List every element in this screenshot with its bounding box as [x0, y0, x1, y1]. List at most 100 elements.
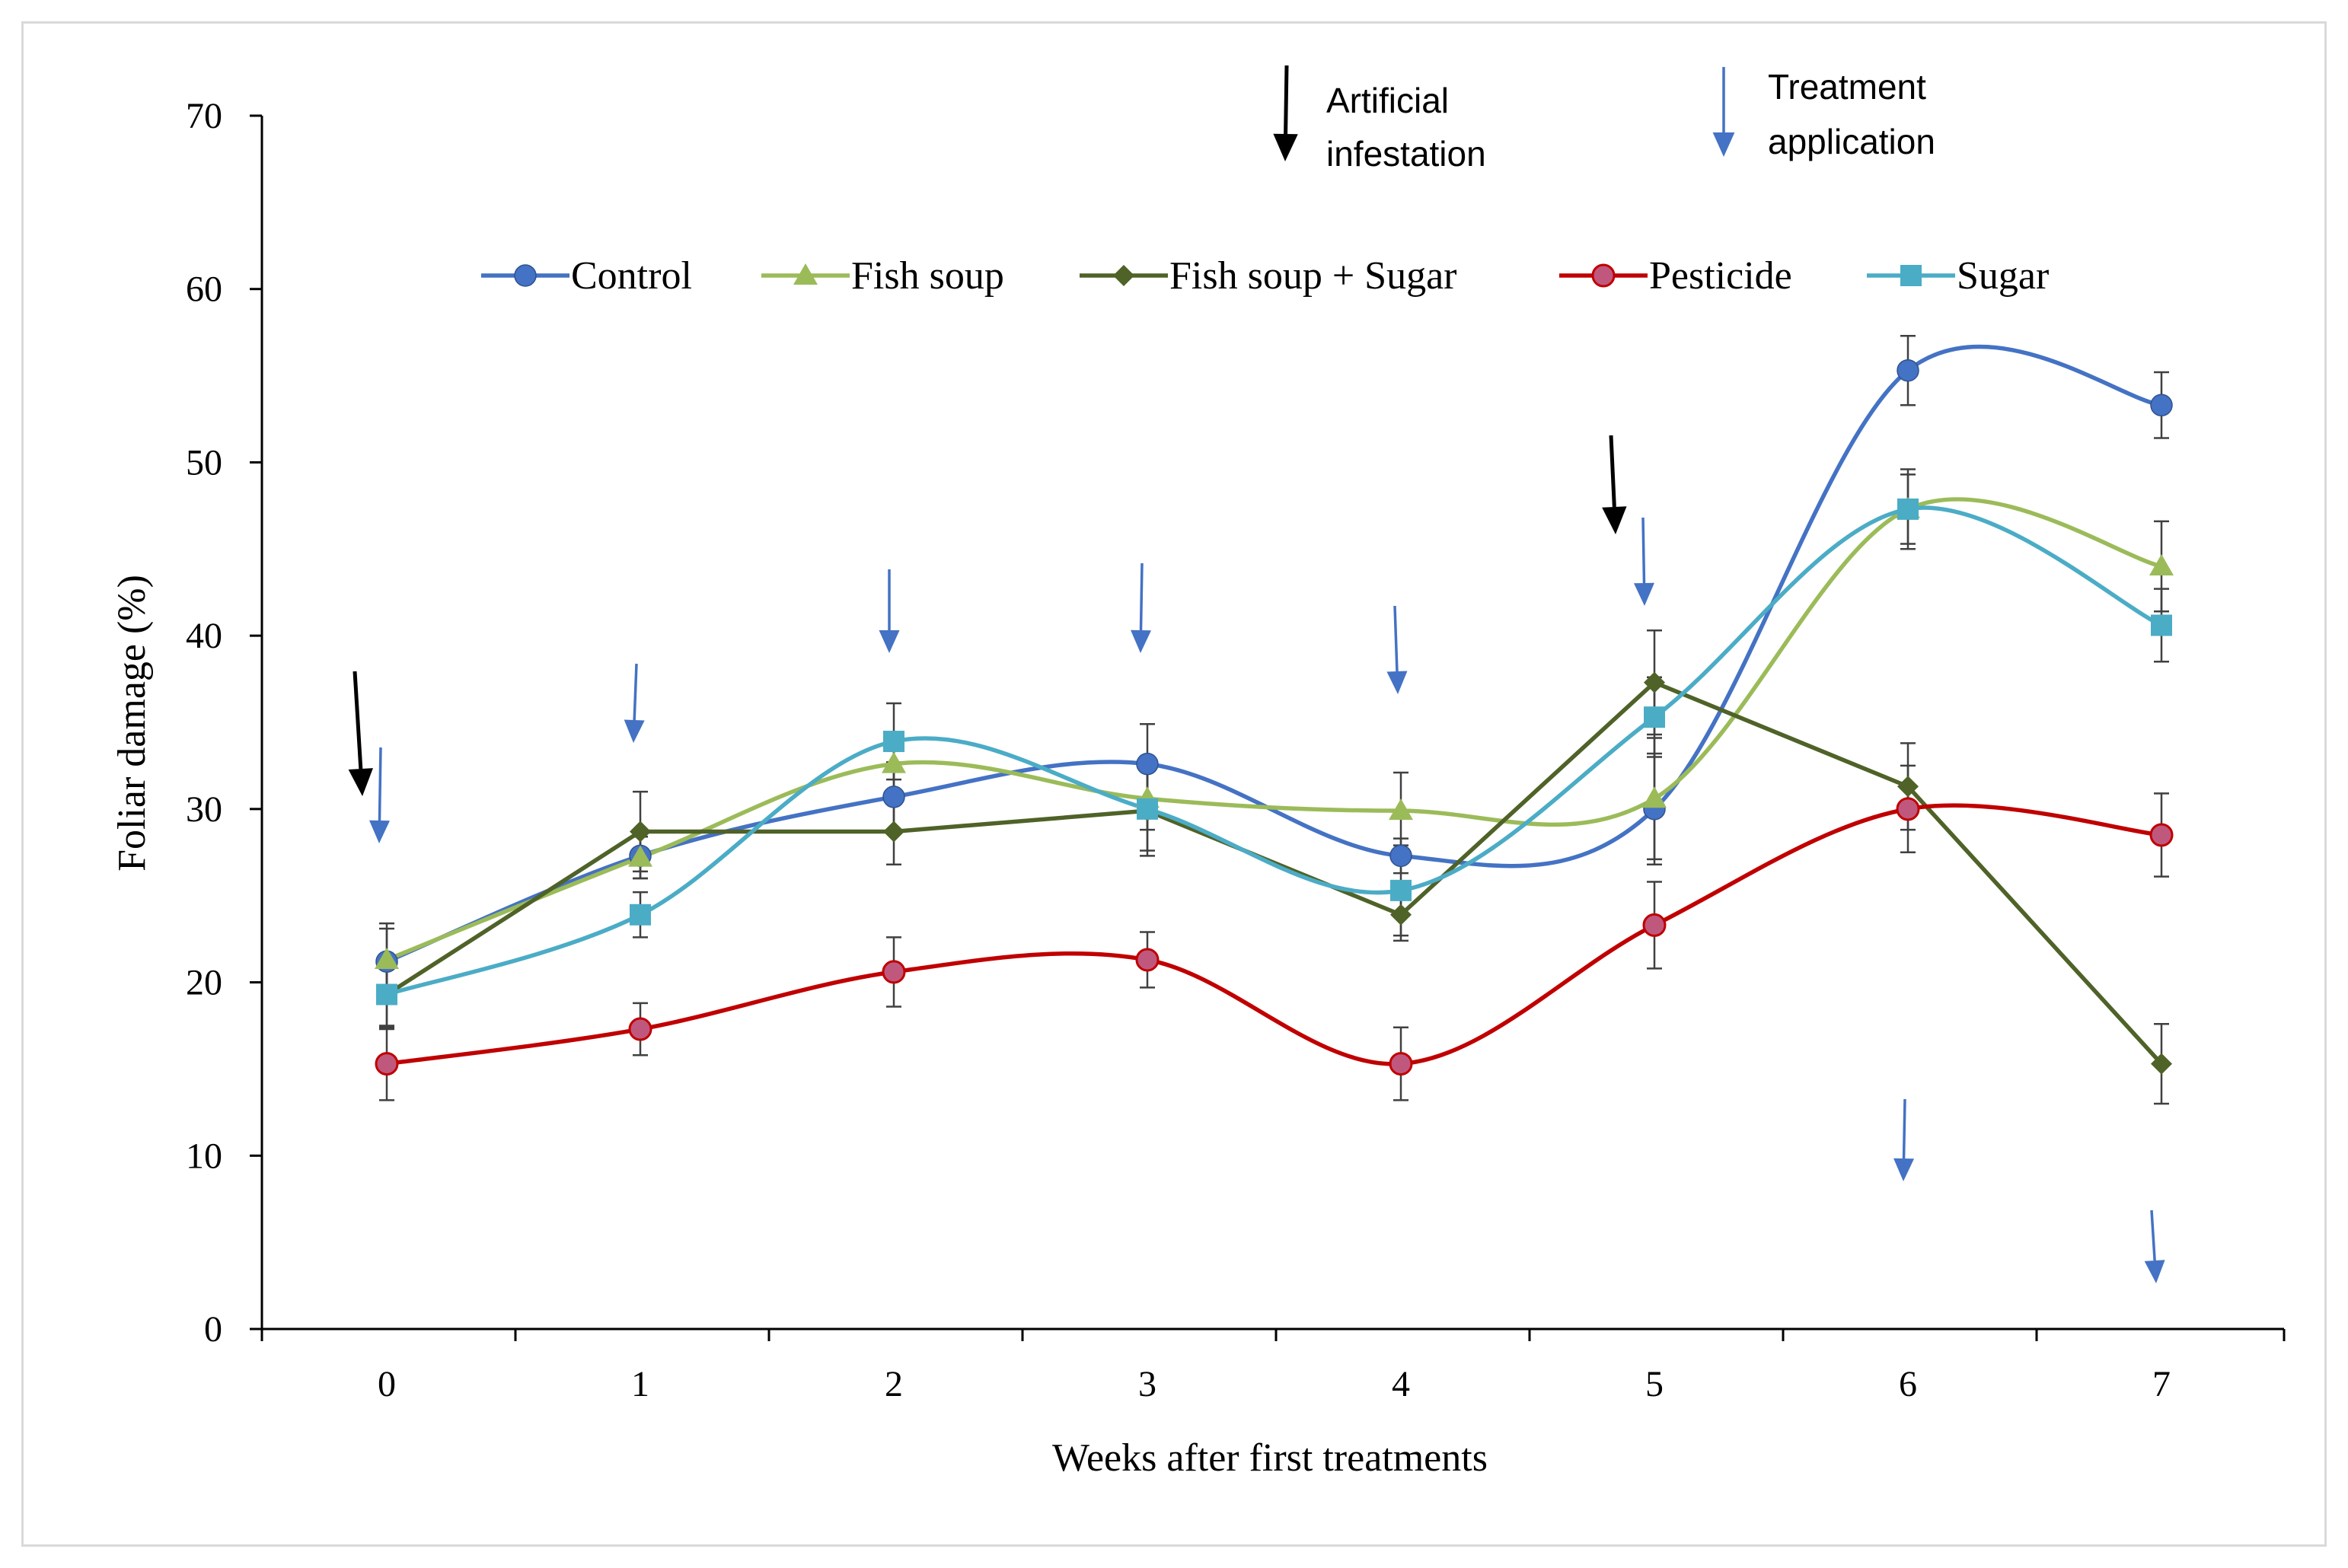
arrow-head: [1273, 133, 1298, 161]
data-point: [1897, 776, 1919, 798]
annotation-key-label: Artificial: [1326, 81, 1449, 120]
data-point: [1642, 786, 1667, 808]
legend-swatch-marker: [1591, 263, 1616, 288]
treatment-arrow: [1633, 517, 1654, 606]
x-axis-label: Weeks after first treatments: [1052, 1436, 1488, 1480]
legend-item: Fish soup + Sugar: [1080, 254, 1456, 298]
chart-frame: [21, 21, 2327, 1547]
data-point: [1136, 752, 1159, 776]
annotation-key-label: infestation: [1326, 134, 1486, 174]
arrow-head: [2144, 1260, 2165, 1283]
arrow-head: [1386, 671, 1408, 694]
arrow-shaft: [353, 671, 363, 770]
data-point: [628, 845, 652, 867]
x-tick-label: 0: [378, 1364, 396, 1404]
data-point: [1897, 498, 1919, 520]
series-line-control: [385, 344, 2162, 964]
annotation-key: Artificial infestation Treatment applicatio…: [1326, 67, 1935, 174]
legend-label: Fish soup + Sugar: [1169, 254, 1456, 298]
arrow-shaft: [378, 747, 382, 821]
data-point: [1389, 1052, 1413, 1076]
series-lines: [385, 344, 2164, 1066]
y-tick-label: 20: [186, 963, 222, 1003]
treatment-arrow: [1131, 563, 1152, 653]
data-point: [1897, 359, 1919, 382]
data-point: [882, 960, 906, 984]
legend-swatch-marker: [1900, 265, 1922, 286]
x-tick-label: 1: [631, 1364, 649, 1404]
data-point: [2151, 614, 2172, 636]
data-point: [882, 786, 905, 808]
y-axis-label: Foliar damage (%): [110, 575, 154, 872]
arrow-shaft: [1139, 563, 1144, 631]
x-tick-label: 7: [2152, 1364, 2171, 1404]
legend: Control Fish soup Fish soup + Sugar Pestici…: [481, 254, 2049, 298]
arrow-head: [1131, 629, 1152, 653]
data-point: [2149, 554, 2174, 576]
data-point: [1644, 671, 1665, 693]
legend-swatch-marker: [793, 263, 818, 285]
arrow-head: [879, 630, 900, 653]
treatment-arrow: [1893, 1098, 1915, 1181]
treatment-arrow: [368, 747, 390, 843]
data-point: [630, 821, 651, 843]
data-point: [1137, 798, 1158, 820]
y-tick-label: 50: [186, 442, 222, 483]
legend-item: Pesticide: [1559, 254, 1792, 298]
arrow-head: [1893, 1158, 1915, 1181]
data-point: [2150, 394, 2173, 417]
legend-label: Fish soup: [851, 254, 1004, 298]
data-point: [1644, 706, 1665, 728]
arrow-shaft: [1284, 65, 1289, 135]
x-tick-label: 5: [1645, 1364, 1664, 1404]
arrow-head: [368, 820, 390, 843]
data-point: [630, 904, 651, 926]
data-point: [1390, 904, 1412, 926]
treatment-arrow: [1386, 605, 1408, 694]
data-point: [1896, 797, 1920, 821]
arrow-shaft: [1641, 517, 1646, 584]
arrow-head: [624, 719, 645, 743]
legend-item: Sugar: [1867, 254, 2049, 298]
infestation-arrow: [1602, 435, 1627, 534]
data-point: [1389, 798, 1413, 821]
error-bars: [379, 334, 2169, 1105]
infestation-key-arrow: [1273, 65, 1298, 161]
data-point: [1389, 844, 1412, 868]
data-point: [883, 821, 904, 843]
arrow-head: [1633, 582, 1654, 606]
series-line-fish-soup: [385, 497, 2162, 962]
y-tick-label: 30: [186, 789, 222, 830]
y-tick-label: 10: [186, 1136, 222, 1176]
arrow-shaft: [1609, 435, 1616, 508]
data-point: [628, 1017, 652, 1041]
legend-label: Control: [571, 254, 692, 298]
arrow-head: [1712, 132, 1735, 157]
data-point: [882, 751, 906, 773]
data-point: [375, 947, 399, 969]
annotation-arrows: [348, 65, 2165, 1283]
annotation-key-label: Treatment: [1768, 67, 1926, 107]
x-tick-label: 3: [1138, 1364, 1156, 1404]
legend-label: Pesticide: [1649, 254, 1792, 298]
legend-swatch-marker: [514, 264, 537, 287]
treatment-key-arrow: [1712, 67, 1735, 157]
annotation-key-label: application: [1768, 122, 1935, 161]
arrow-head: [1602, 506, 1627, 534]
legend-label: Sugar: [1957, 254, 2049, 298]
data-point: [1135, 948, 1160, 972]
x-tick-label: 4: [1392, 1364, 1410, 1404]
arrow-head: [348, 768, 373, 796]
arrow-shaft: [2150, 1209, 2156, 1261]
data-point: [2151, 1053, 2172, 1075]
y-tick-label: 60: [186, 269, 222, 310]
series-line-fish-soup-sugar: [385, 680, 2164, 1066]
arrow-shaft: [633, 663, 638, 721]
infestation-arrow: [348, 671, 373, 796]
series-line-pesticide: [386, 803, 2162, 1066]
data-point: [376, 983, 397, 1005]
y-tick-label: 70: [186, 96, 222, 136]
treatment-arrow: [624, 663, 645, 743]
legend-item: Control: [481, 254, 692, 298]
